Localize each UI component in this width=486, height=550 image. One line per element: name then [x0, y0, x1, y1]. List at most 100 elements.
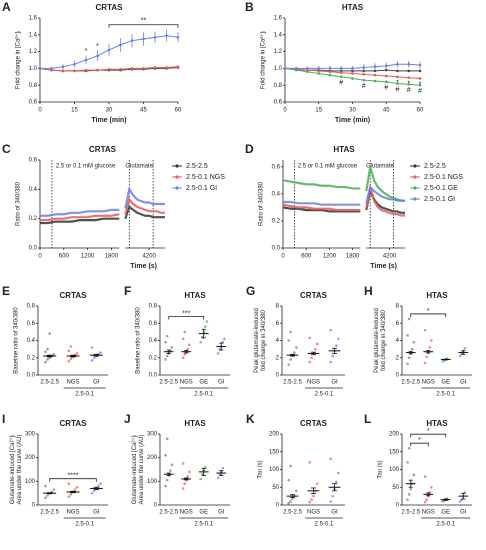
data-point [412, 473, 416, 477]
x-tick-label: GE [441, 510, 450, 516]
data-point [61, 65, 65, 69]
y-tick-label: 0.6 [274, 100, 283, 106]
data-point [418, 69, 422, 73]
significance-label: * [96, 44, 99, 51]
data-point [84, 68, 88, 72]
y-tick-label: 1.0 [274, 66, 283, 72]
data-point [373, 69, 377, 73]
data-point [317, 72, 321, 75]
significance-label: * [396, 80, 399, 87]
y-axis-label: Ratio of 340/380 [16, 181, 22, 226]
y-tick-label: 200 [147, 455, 158, 461]
data-point [418, 63, 422, 67]
significance-label: * [427, 428, 430, 435]
data-point [463, 346, 467, 350]
data-point [142, 67, 145, 70]
data-point [181, 462, 185, 465]
panel-letter: H [364, 284, 373, 298]
data-point [430, 485, 433, 489]
y-tick-label: 0.0 [149, 373, 158, 379]
significance-label: # [384, 85, 388, 92]
y-tick-label: 0.6 [27, 321, 36, 327]
data-point [204, 465, 207, 469]
y-axis-label: Baseline ratio of 340/380 [136, 307, 142, 374]
data-point [283, 67, 287, 70]
significance-label: * [419, 81, 422, 88]
data-point [315, 482, 319, 486]
x-tick-label: GI [218, 380, 225, 386]
y-axis-label: fold change in 340/380 [381, 309, 387, 370]
panel-letter: C [2, 142, 11, 156]
data-point [328, 73, 332, 77]
x-tick-label: 45 [140, 108, 147, 114]
data-point [423, 500, 427, 504]
data-point [289, 464, 292, 468]
panel-title: HTAS [426, 291, 448, 300]
x-tick-label: 0 [281, 254, 285, 260]
y-axis-label: Tau (s) [378, 460, 384, 478]
data-point [396, 75, 399, 79]
y-axis-label: Peak glutamate-induced [374, 308, 380, 373]
data-point [396, 62, 399, 66]
x-tick-label: 2.5-2.5 [159, 380, 178, 386]
data-point [73, 62, 76, 66]
group-label: 2.5-0.1 [194, 392, 213, 398]
legend-label: 2.5-0.1 NGS [424, 174, 463, 181]
y-tick-label: 0.6 [149, 321, 158, 327]
y-tick-label: 0.2 [272, 219, 281, 225]
y-tick-label: 0.0 [272, 246, 281, 252]
x-tick-label: GE [441, 380, 450, 386]
legend-marker [413, 175, 417, 179]
y-tick-label: 4 [396, 338, 400, 344]
data-point [183, 353, 186, 356]
data-point [181, 337, 185, 341]
data-point [50, 67, 53, 70]
panel-letter: G [246, 284, 255, 298]
y-tick-label: 0.6 [29, 100, 38, 106]
x-tick-label: GI [218, 510, 225, 516]
data-point [216, 476, 220, 480]
panel-letter: J [124, 412, 131, 426]
x-tick-label: GE [199, 510, 208, 516]
data-point [329, 457, 333, 461]
data-point [46, 347, 49, 351]
significance-label: * [427, 308, 430, 315]
group-label: 2.5-0.1 [436, 522, 455, 528]
data-point [69, 493, 73, 496]
data-point [328, 70, 332, 74]
significance-bracket [108, 24, 179, 28]
x-tick-label: NGS [66, 510, 79, 516]
data-point [418, 83, 422, 87]
x-tick-label: 0 [283, 108, 287, 114]
data-point [409, 487, 413, 491]
data-point [67, 349, 71, 353]
y-tick-label: 0 [154, 503, 158, 509]
y-axis-label: Area under the curve (AU) [139, 434, 145, 504]
y-axis-label: Area under the curve (AU) [17, 434, 23, 504]
panel-letter: F [124, 284, 131, 298]
data-point [165, 478, 169, 482]
data-point [67, 482, 71, 486]
data-point [406, 498, 409, 501]
data-point [289, 358, 292, 361]
x-tick-label: NGS [307, 510, 320, 516]
y-tick-label: 0.2 [29, 216, 38, 222]
significance-label: * [407, 80, 410, 87]
significance-bracket [168, 316, 205, 320]
data-point [328, 67, 332, 70]
x-tick-label: NGS [180, 380, 193, 386]
data-point [188, 343, 191, 347]
y-tick-label: 0.4 [272, 191, 281, 197]
data-point [96, 54, 99, 58]
data-point [407, 317, 411, 321]
significance-label: # [418, 88, 422, 95]
y-tick-label: 0.8 [274, 83, 283, 89]
data-point [119, 43, 122, 47]
y-axis-label: Baseline ratio of 340/380 [14, 307, 20, 374]
data-point [69, 345, 73, 348]
significance-label: * [85, 48, 88, 55]
data-point [294, 346, 298, 349]
data-point [73, 488, 77, 491]
data-point [218, 472, 221, 476]
data-point [310, 498, 313, 501]
